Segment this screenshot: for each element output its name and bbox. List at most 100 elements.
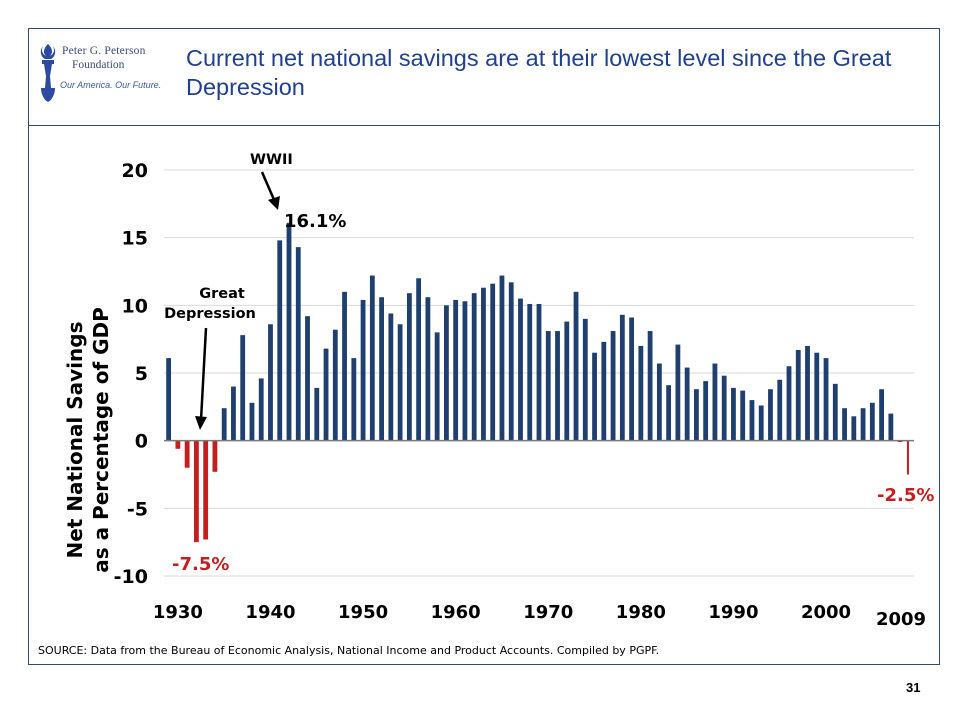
logo-name-line1: Peter G. Peterson bbox=[62, 45, 146, 57]
x-tick-label: 1980 bbox=[616, 602, 666, 623]
bar-1995 bbox=[777, 379, 783, 441]
y-tick-label: 0 bbox=[135, 431, 148, 453]
x-tick-label: 1940 bbox=[245, 602, 295, 623]
x-tick-2009: 2009 bbox=[876, 609, 926, 630]
y-tick-label: 5 bbox=[135, 363, 148, 385]
y-axis-title-line1: Net National Savings bbox=[63, 321, 87, 558]
y-axis-title: Net National Savings as a Percentage of … bbox=[63, 307, 113, 573]
bar-1965 bbox=[499, 275, 505, 441]
bar-1958 bbox=[434, 332, 440, 441]
bar-1952 bbox=[379, 297, 384, 441]
bar-1935 bbox=[221, 408, 227, 441]
bar-1942 bbox=[286, 222, 292, 441]
bar-1998 bbox=[805, 345, 810, 441]
great-depression-arrow bbox=[195, 327, 208, 430]
pgpf-logo: Peter G. Peterson Foundation Our America… bbox=[36, 42, 161, 106]
source-note: SOURCE: Data from the Bureau of Economic… bbox=[38, 644, 660, 657]
bar-1945 bbox=[314, 387, 320, 441]
bar-1933 bbox=[203, 440, 209, 540]
bar-1966 bbox=[508, 282, 514, 441]
bar-1959 bbox=[444, 305, 449, 441]
y-tick-labels: 20 15 10 5 0 -5 -10 bbox=[114, 160, 148, 588]
bar-2004 bbox=[860, 408, 866, 441]
y-tick-label: -10 bbox=[114, 566, 148, 588]
bar-1957 bbox=[425, 297, 431, 441]
bar-1996 bbox=[786, 366, 792, 441]
slide-frame bbox=[28, 28, 940, 665]
bar-1956 bbox=[416, 278, 422, 441]
bar-1932 bbox=[194, 440, 199, 543]
bar-1977 bbox=[610, 331, 616, 441]
bar-1946 bbox=[323, 348, 329, 441]
bar-1990 bbox=[731, 387, 736, 441]
bar-1954 bbox=[397, 324, 403, 441]
bar-2007 bbox=[888, 413, 894, 441]
bar-1970 bbox=[545, 331, 551, 441]
chart-bars bbox=[166, 222, 909, 543]
x-tick-label: 1970 bbox=[523, 602, 573, 623]
bar-1973 bbox=[573, 291, 579, 441]
bar-1987 bbox=[703, 381, 709, 441]
bar-1976 bbox=[601, 341, 607, 441]
bar-1967 bbox=[518, 298, 523, 441]
bar-2005 bbox=[869, 402, 875, 441]
bar-1978 bbox=[619, 314, 625, 441]
bar-1968 bbox=[527, 303, 533, 441]
bar-1953 bbox=[388, 313, 394, 441]
bar-1938 bbox=[249, 402, 255, 441]
x-tick-label: 1930 bbox=[153, 602, 203, 623]
y-axis-title-line2: as a Percentage of GDP bbox=[89, 307, 113, 573]
bar-1964 bbox=[490, 283, 496, 441]
bar-1949 bbox=[351, 358, 357, 441]
great-depression-label-line1: Great bbox=[199, 286, 245, 302]
bar-1930 bbox=[175, 440, 181, 449]
bar-2003 bbox=[851, 416, 857, 441]
bar-1948 bbox=[342, 291, 347, 441]
x-tick-label: 2000 bbox=[801, 602, 851, 623]
bar-1950 bbox=[360, 299, 366, 441]
bar-1951 bbox=[369, 275, 375, 441]
bar-1980 bbox=[638, 345, 644, 441]
bar-1986 bbox=[694, 389, 699, 441]
depression-low-label: -7.5% bbox=[172, 554, 229, 575]
y-tick-label: 20 bbox=[122, 160, 148, 182]
bar-1960 bbox=[453, 299, 459, 441]
bar-1937 bbox=[240, 335, 246, 441]
bar-1985 bbox=[684, 367, 690, 441]
bar-1941 bbox=[277, 240, 283, 441]
torch-icon bbox=[40, 44, 56, 102]
bar-1940 bbox=[268, 324, 273, 441]
bar-1969 bbox=[536, 303, 542, 441]
y-tick-label: 15 bbox=[122, 228, 148, 250]
x-tick-label: 1950 bbox=[338, 602, 388, 623]
bar-1939 bbox=[258, 378, 264, 441]
y-tick-label: -5 bbox=[127, 498, 148, 520]
bar-1955 bbox=[406, 293, 412, 441]
bar-1994 bbox=[768, 389, 773, 441]
slide-title: Current net national savings are at thei… bbox=[186, 45, 892, 100]
bar-1981 bbox=[647, 331, 653, 441]
bar-2000 bbox=[823, 358, 829, 441]
bar-1936 bbox=[231, 386, 236, 441]
x-tick-label: 1990 bbox=[708, 602, 758, 623]
bar-1999 bbox=[814, 352, 820, 441]
latest-value-label: -2.5% bbox=[877, 485, 934, 506]
bar-2001 bbox=[832, 383, 838, 441]
bar-1934 bbox=[212, 440, 218, 472]
page-number: 31 bbox=[906, 680, 921, 695]
bar-1974 bbox=[582, 318, 588, 441]
bar-1988 bbox=[712, 363, 718, 441]
bar-1993 bbox=[758, 405, 764, 441]
bar-1997 bbox=[795, 349, 801, 441]
wwii-arrow bbox=[260, 171, 280, 210]
bar-2002 bbox=[842, 408, 847, 441]
bar-1963 bbox=[481, 287, 486, 441]
bar-1972 bbox=[564, 321, 570, 441]
wwii-peak-label: 16.1% bbox=[284, 211, 346, 232]
bar-1983 bbox=[666, 385, 672, 441]
bar-1991 bbox=[740, 390, 746, 441]
logo-name-line2: Foundation bbox=[72, 59, 125, 71]
y-tick-label: 10 bbox=[122, 295, 148, 317]
x-tick-labels: 1930 1940 1950 1960 1970 1980 1990 2000 bbox=[153, 602, 851, 623]
